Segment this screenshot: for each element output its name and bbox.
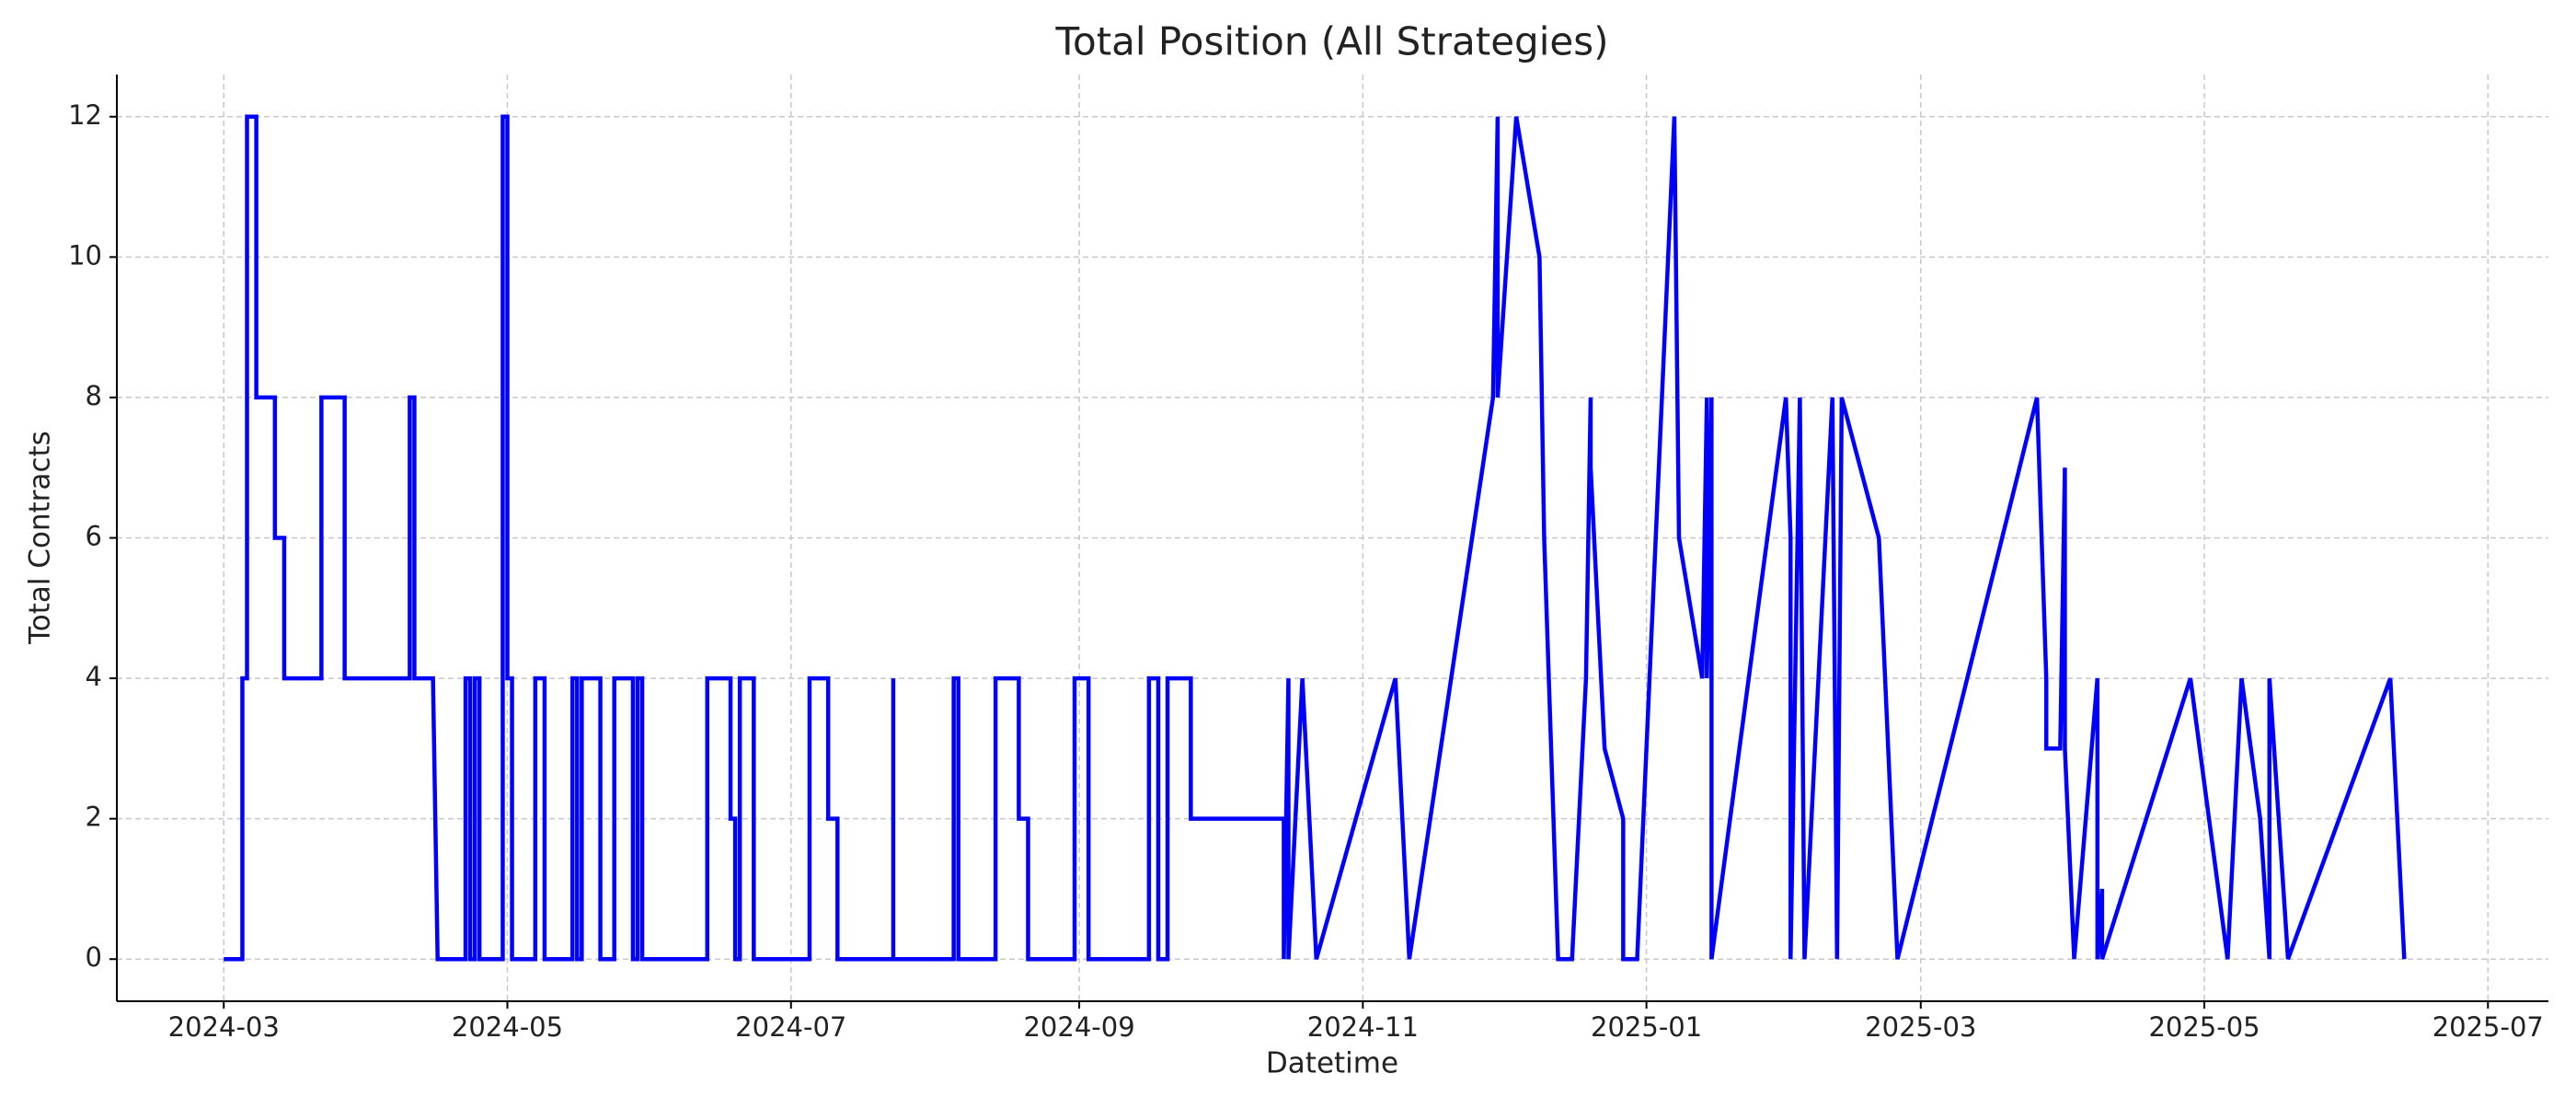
x-tick-label: 2024-03 — [168, 1011, 280, 1043]
plot-area — [224, 114, 2407, 962]
y-tick-label: 6 — [86, 521, 102, 552]
x-tick-label: 2025-05 — [2148, 1011, 2260, 1043]
y-tick-label: 12 — [68, 99, 102, 131]
x-tick-label: 2024-11 — [1307, 1011, 1419, 1043]
x-axis-label: Datetime — [1266, 1047, 1398, 1080]
x-tick-label: 2024-07 — [735, 1011, 846, 1043]
x-tick-label: 2024-09 — [1023, 1011, 1134, 1043]
x-tick-label: 2025-03 — [1865, 1011, 1976, 1043]
y-tick-label: 2 — [86, 802, 102, 833]
chart-title: Total Position (All Strategies) — [1054, 19, 1608, 64]
grid — [117, 75, 2548, 1001]
y-tick-label: 4 — [86, 661, 102, 692]
ticks: 0 2 4 6 8 10 12 2024-03 2024-05 2024-07 2024-09 202… — [68, 99, 2544, 1043]
y-tick-label: 8 — [86, 380, 102, 411]
y-axis-label: Total Contracts — [24, 431, 57, 645]
data-line — [224, 114, 2407, 962]
y-tick-label: 10 — [68, 239, 102, 271]
x-tick-label: 2025-01 — [1591, 1011, 1702, 1043]
y-tick-label: 0 — [86, 941, 102, 973]
x-tick-label: 2024-05 — [452, 1011, 563, 1043]
x-tick-label: 2025-07 — [2432, 1011, 2544, 1043]
